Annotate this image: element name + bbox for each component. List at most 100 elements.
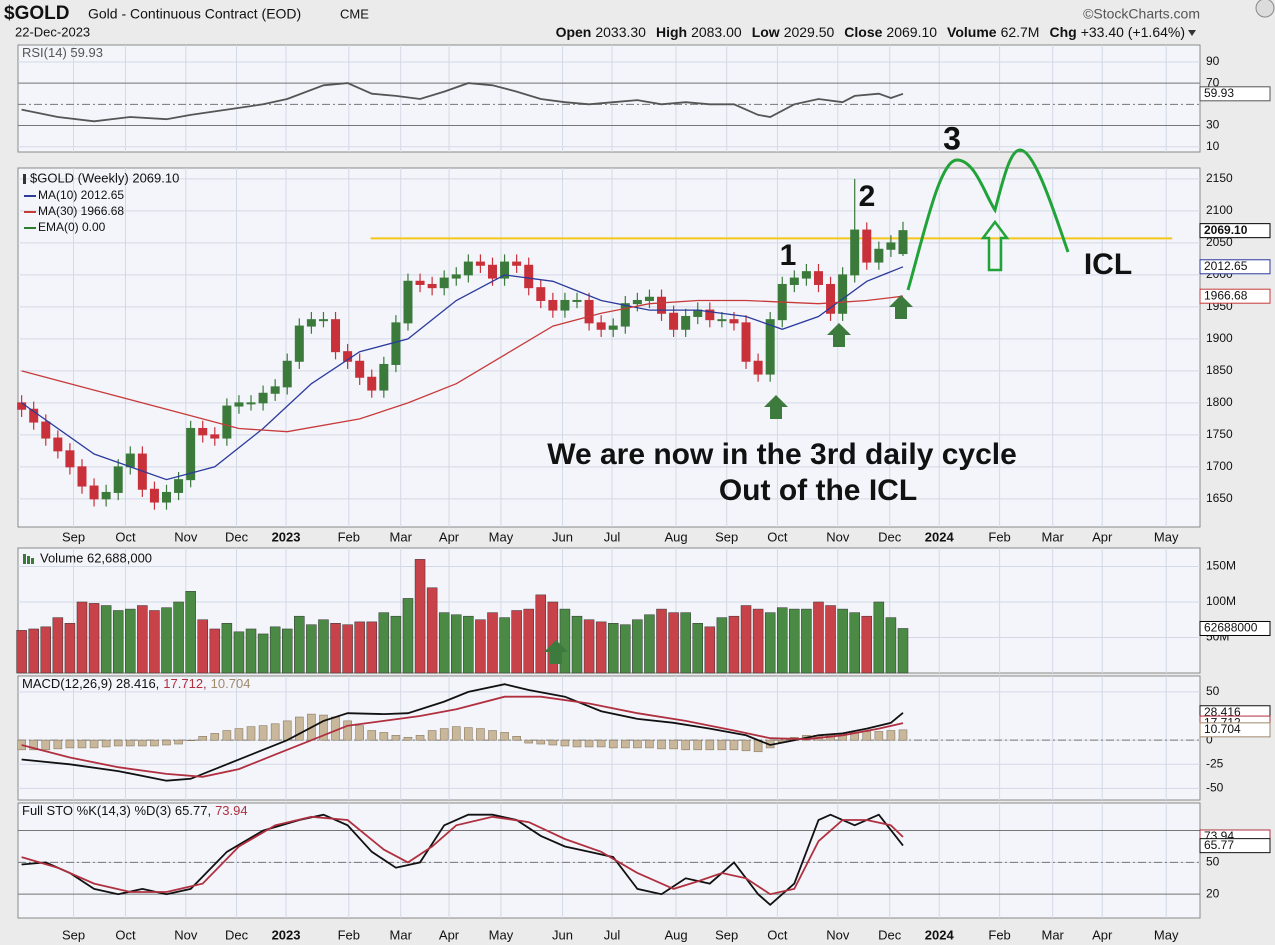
- candle-body: [620, 303, 630, 327]
- volume-bar: [378, 612, 390, 674]
- quote-value: +33.40 (+1.64%): [1081, 24, 1185, 40]
- histogram-bar: [246, 726, 256, 741]
- y-tick-label: -25: [1206, 756, 1224, 770]
- quote-label: Chg: [1049, 24, 1076, 40]
- volume-bar: [789, 608, 800, 674]
- volume-bar: [233, 631, 245, 674]
- candle-body: [705, 309, 715, 321]
- source: ©StockCharts.com: [1083, 6, 1200, 22]
- x-tick-label: May: [489, 529, 514, 544]
- x-tick-label: 2024: [925, 927, 955, 942]
- volume-bar: [209, 628, 221, 674]
- y-tick-label: 1850: [1206, 363, 1233, 377]
- volume-bar: [463, 615, 474, 674]
- panel: [17, 167, 1201, 528]
- quote-value: 62.7M: [1001, 24, 1040, 40]
- histogram-bar: [464, 727, 473, 741]
- x-tick-label: Nov: [174, 529, 198, 544]
- legend-entry: MACD(12,26,9) 28.416,: [22, 676, 159, 691]
- volume-bar: [76, 601, 88, 674]
- x-tick-label: Apr: [439, 529, 460, 544]
- histogram-bar: [29, 739, 38, 751]
- series-line: [21, 82, 904, 123]
- legend-icon: [23, 554, 26, 564]
- volume-bar: [885, 617, 897, 674]
- y-tick-label: 1750: [1206, 427, 1233, 441]
- candle-body: [318, 319, 328, 322]
- histogram-bar: [174, 739, 183, 745]
- value-label: 2012.65: [1204, 259, 1248, 273]
- volume-bar: [849, 612, 860, 674]
- volume-bar: [137, 605, 148, 674]
- x-tick-label: Sep: [715, 927, 738, 942]
- candle-body: [89, 485, 99, 500]
- histogram-bar: [41, 739, 51, 751]
- candle-body: [355, 360, 365, 378]
- value-label: 62688000: [1204, 621, 1258, 635]
- value-label: 28.416: [1204, 705, 1241, 719]
- histogram-bar: [125, 739, 135, 747]
- x-tick-label: May: [1154, 927, 1179, 942]
- volume-bar: [728, 615, 740, 674]
- volume-bar: [559, 608, 571, 674]
- value-label: 1966.68: [1204, 288, 1248, 302]
- histogram-bar: [415, 735, 425, 741]
- volume-bar: [161, 607, 172, 674]
- candle-body: [53, 437, 63, 452]
- y-tick-label: 1650: [1206, 491, 1233, 505]
- histogram-bar: [488, 730, 497, 741]
- candle-body: [548, 299, 558, 311]
- histogram-bar: [741, 739, 751, 752]
- histogram-bar: [705, 739, 715, 751]
- volume-bar: [402, 598, 414, 674]
- candle-body: [572, 299, 582, 302]
- volume-bar: [318, 619, 329, 674]
- x-tick-label: Apr: [439, 927, 460, 942]
- candle-body: [234, 402, 244, 407]
- histogram-bar: [729, 739, 739, 751]
- x-tick-label: Oct: [115, 529, 136, 544]
- histogram-bar: [645, 739, 654, 749]
- candle-body: [681, 315, 691, 330]
- quote: Open 2033.30 High 2083.00 Low 2029.50 Close 206…: [556, 24, 1185, 40]
- candle-body: [608, 325, 618, 330]
- histogram-bar: [427, 730, 437, 741]
- value-box: [1199, 838, 1271, 854]
- histogram-bar: [439, 728, 449, 741]
- value-box: [1199, 620, 1271, 636]
- volume-bar: [475, 619, 486, 674]
- volume-bar: [306, 624, 317, 674]
- x-tick-label: Mar: [1042, 529, 1065, 544]
- candle-body: [669, 312, 679, 330]
- histogram-bar: [620, 739, 630, 749]
- x-tick-label: 2023: [272, 927, 301, 942]
- x-tick-label: Oct: [767, 529, 788, 544]
- histogram-bar: [500, 732, 509, 741]
- annotation: 3: [943, 120, 961, 156]
- quote-value: 2033.30: [595, 24, 646, 40]
- candle-body: [451, 274, 461, 279]
- candle-body: [874, 248, 884, 263]
- y-tick-label: 50: [1206, 684, 1220, 698]
- histogram-bar: [886, 730, 896, 741]
- volume-bar: [487, 612, 498, 674]
- dropdown-icon: [1188, 30, 1196, 36]
- volume-bar: [777, 607, 788, 674]
- quote-label: Close: [844, 24, 882, 40]
- histogram-bar: [186, 739, 195, 741]
- y-tick-label: 2050: [1206, 235, 1233, 249]
- candle-body: [584, 299, 594, 324]
- annotation: 2: [859, 180, 876, 213]
- histogram-bar: [282, 720, 292, 741]
- histogram-bar: [391, 735, 401, 741]
- value-box: [1199, 288, 1271, 304]
- candle-body: [644, 296, 654, 301]
- histogram-bar: [669, 739, 678, 750]
- volume-bar: [897, 628, 909, 674]
- histogram-bar: [572, 739, 582, 748]
- candle-body: [17, 402, 27, 410]
- y-tick-label: 2100: [1206, 203, 1233, 217]
- x-tick-label: Jul: [604, 529, 621, 544]
